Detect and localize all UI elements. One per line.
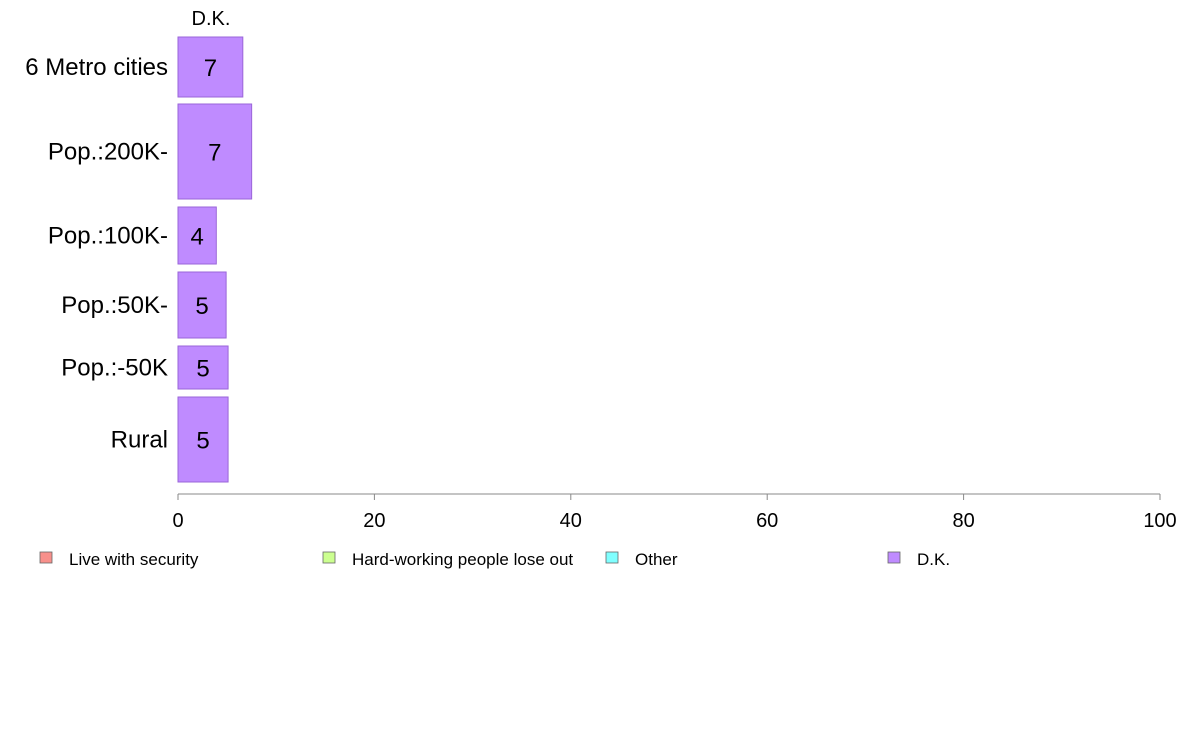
- legend-label: Other: [635, 550, 678, 569]
- bars-group: 7 7 4 5 5 5: [177, 36, 253, 483]
- bar-value-label: 7: [204, 55, 217, 82]
- x-axis: 0 20 40 60 80 100: [172, 493, 1177, 532]
- x-tick-label: 0: [172, 510, 183, 532]
- bar-value-label: 5: [196, 356, 209, 383]
- x-tick-label: 60: [756, 510, 778, 532]
- category-label: Pop.:50K-: [61, 292, 168, 319]
- bar: [177, 103, 253, 200]
- x-tick-label: 100: [1143, 510, 1176, 532]
- x-tick-label: 80: [952, 510, 974, 532]
- legend-label: Live with security: [69, 550, 199, 569]
- legend-swatch: [887, 551, 901, 564]
- bar-value-label: 5: [195, 293, 208, 320]
- category-label: Pop.:200K-: [48, 139, 168, 166]
- bar: [177, 206, 217, 265]
- category-labels: 6 Metro cities Pop.:200K- Pop.:100K- Pop.:5…: [25, 54, 168, 454]
- category-label: 6 Metro cities: [25, 54, 168, 81]
- bar-value-label: 4: [190, 224, 203, 251]
- category-label: Rural: [111, 427, 168, 454]
- x-tick-label: 40: [560, 510, 582, 532]
- legend-swatch: [39, 551, 53, 564]
- bar-value-label: 7: [208, 140, 221, 167]
- legend: Live with security Hard-working people lo…: [39, 550, 950, 569]
- legend-label: Hard-working people lose out: [352, 550, 573, 569]
- category-label: Pop.:-50K: [61, 355, 168, 382]
- bar: [177, 271, 227, 339]
- bar: [177, 396, 229, 483]
- legend-swatch: [605, 551, 619, 564]
- bar-value-label: 5: [196, 428, 209, 455]
- bar: [177, 345, 229, 390]
- category-label: Pop.:100K-: [48, 223, 168, 250]
- series-top-label: D.K.: [192, 8, 231, 30]
- bar: [177, 36, 244, 98]
- x-tick-label: 20: [363, 510, 385, 532]
- legend-swatch: [322, 551, 336, 564]
- legend-label: D.K.: [917, 550, 950, 569]
